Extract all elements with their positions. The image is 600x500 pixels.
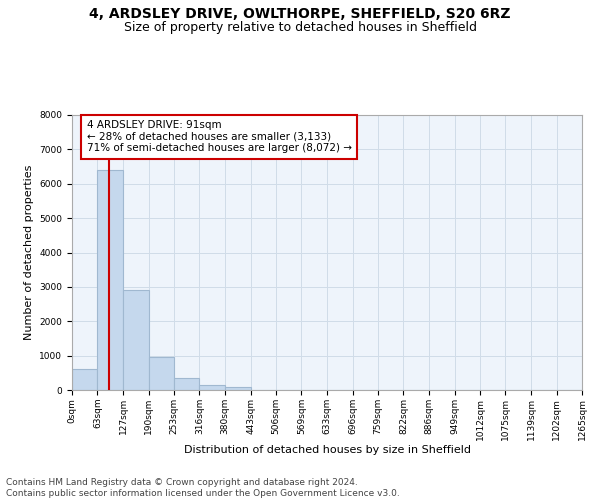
X-axis label: Distribution of detached houses by size in Sheffield: Distribution of detached houses by size … — [184, 446, 470, 456]
Bar — [174, 378, 199, 390]
Text: Size of property relative to detached houses in Sheffield: Size of property relative to detached ho… — [124, 21, 476, 34]
Text: 4, ARDSLEY DRIVE, OWLTHORPE, SHEFFIELD, S20 6RZ: 4, ARDSLEY DRIVE, OWLTHORPE, SHEFFIELD, … — [89, 8, 511, 22]
Text: 4 ARDSLEY DRIVE: 91sqm
← 28% of detached houses are smaller (3,133)
71% of semi-: 4 ARDSLEY DRIVE: 91sqm ← 28% of detached… — [86, 120, 352, 154]
Bar — [225, 388, 251, 390]
Bar — [199, 385, 225, 390]
Y-axis label: Number of detached properties: Number of detached properties — [24, 165, 34, 340]
Bar — [72, 370, 97, 390]
Bar — [123, 290, 149, 390]
Bar — [97, 170, 123, 390]
Bar — [149, 358, 174, 390]
Text: Contains HM Land Registry data © Crown copyright and database right 2024.
Contai: Contains HM Land Registry data © Crown c… — [6, 478, 400, 498]
